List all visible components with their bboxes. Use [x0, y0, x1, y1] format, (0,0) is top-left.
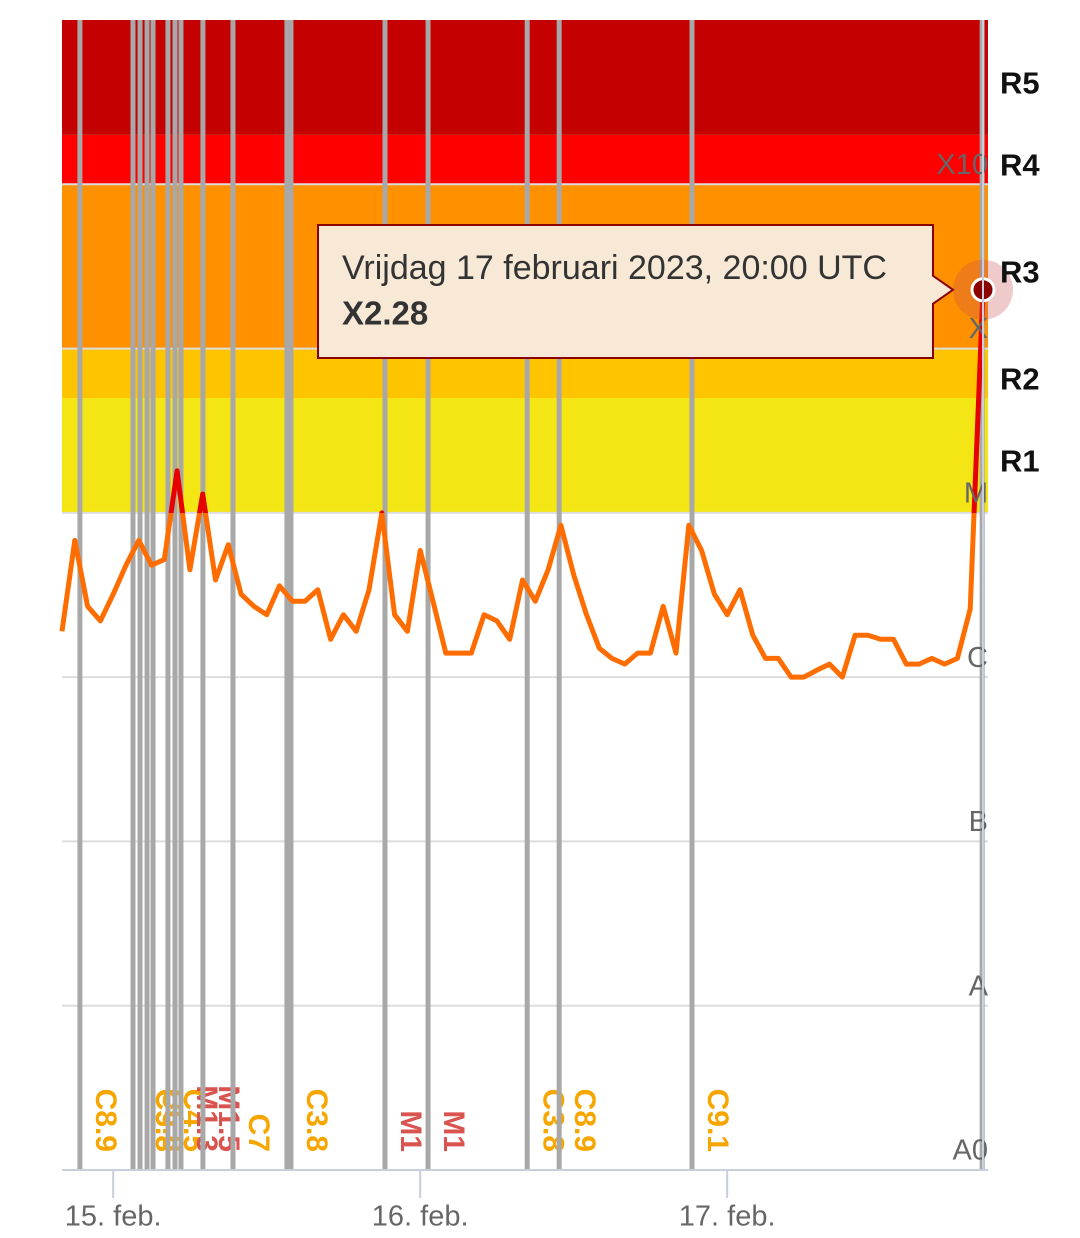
y-tick-label: A: [969, 970, 989, 1002]
tooltip: Vrijdag 17 februari 2023, 20:00 UTC X2.2…: [317, 224, 955, 359]
y-tick-label: X: [969, 313, 988, 345]
flare-label: C8.9: [89, 1089, 122, 1152]
flare-label: M1: [437, 1110, 470, 1152]
flare-label: C8.9: [568, 1089, 601, 1152]
band-label: R5: [1000, 66, 1040, 101]
band-label: R2: [1000, 361, 1040, 396]
band-label: R1: [1000, 444, 1040, 479]
flare-label: C9.1: [701, 1089, 734, 1152]
y-tick-label: B: [969, 806, 988, 838]
flare-label: C7: [242, 1114, 275, 1152]
flare-label: C3.8: [300, 1089, 333, 1152]
tooltip-value: X2.28: [342, 295, 428, 332]
band-label: R4: [1000, 148, 1040, 183]
flare-label: M1.5: [212, 1085, 245, 1152]
tooltip-title: Vrijdag 17 februari 2023, 20:00 UTC: [342, 249, 887, 287]
y-tick-label: C: [967, 642, 988, 674]
x-tick-label: 17. feb.: [679, 1201, 776, 1233]
y-tick-label: X10: [936, 149, 988, 181]
x-tick-label: 16. feb.: [372, 1201, 469, 1233]
flare-label: M1: [394, 1110, 427, 1152]
series-line: [59, 289, 986, 680]
tooltip-box: [317, 224, 955, 359]
band-label: R3: [1000, 255, 1040, 290]
y-tick-label: M: [964, 478, 988, 510]
x-tick-label: 15. feb.: [65, 1201, 162, 1233]
flare-label: M1.3: [190, 1085, 223, 1152]
flare-label: C3.8: [536, 1089, 569, 1152]
